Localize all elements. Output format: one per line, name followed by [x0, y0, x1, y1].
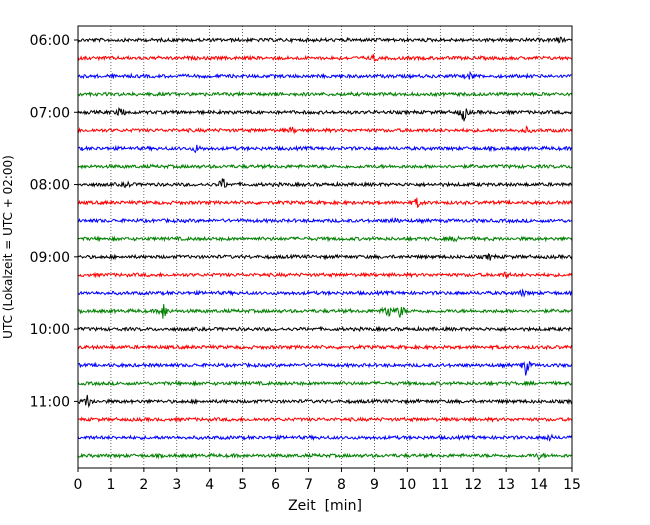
x-tick-label: 14 [530, 477, 548, 493]
trace-1115 [77, 416, 573, 424]
x-tick-label: 3 [172, 477, 181, 493]
x-axis: 0 1 2 3 4 5 6 7 8 9 10 11 12 13 14 15 [74, 468, 581, 493]
plot-frame [77, 25, 573, 469]
trace-0900 [77, 252, 573, 261]
trace-0915 [77, 271, 573, 279]
trace-0715 [77, 125, 573, 135]
trace-1030 [77, 360, 573, 376]
x-tick-label: 7 [304, 477, 313, 493]
trace-layer [77, 36, 573, 461]
trace-0600 [77, 36, 573, 44]
trace-0830 [77, 217, 573, 225]
trace-0630 [77, 70, 573, 80]
trace-0730 [77, 144, 573, 154]
x-tick-label: 9 [370, 477, 379, 493]
trace-0645 [77, 90, 573, 98]
trace-0945 [77, 304, 573, 319]
x-tick-label: 2 [139, 477, 148, 493]
y-tick-label: 08:00 [30, 178, 70, 194]
x-tick-label: 6 [271, 477, 280, 493]
trace-0845 [77, 235, 573, 243]
x-axis-label: Zeit [min] [288, 498, 362, 514]
trace-0800 [77, 178, 573, 189]
x-tick-label: 12 [464, 477, 482, 493]
y-tick-label: 09:00 [30, 250, 70, 266]
x-tick-label: 1 [106, 477, 115, 493]
trace-1130 [77, 433, 573, 442]
trace-1015 [77, 343, 573, 351]
y-axis: 06:00 07:00 08:00 09:00 10:00 11:00 [30, 33, 78, 410]
x-tick-label: 10 [398, 477, 416, 493]
trace-0615 [77, 54, 573, 62]
trace-0745 [77, 163, 573, 170]
x-tick-label: 11 [431, 477, 449, 493]
trace-0700 [77, 106, 573, 122]
trace-0930 [77, 288, 573, 298]
x-tick-label: 5 [238, 477, 247, 493]
x-tick-label: 4 [205, 477, 214, 493]
x-tick-label: 15 [563, 477, 581, 493]
x-tick-label: 13 [497, 477, 515, 493]
trace-1045 [77, 379, 573, 387]
x-tick-label: 0 [74, 477, 83, 493]
y-tick-label: 07:00 [30, 105, 70, 121]
y-tick-label: 06:00 [30, 33, 70, 49]
y-axis-label: UTC (Lokalzeit = UTC + 02:00) [1, 155, 15, 339]
x-tick-label: 8 [337, 477, 346, 493]
y-tick-label: 10:00 [30, 322, 70, 338]
trace-0815 [77, 197, 573, 209]
trace-1145 [77, 452, 573, 461]
trace-1100 [77, 394, 573, 409]
trace-1000 [77, 325, 573, 333]
y-tick-label: 11:00 [30, 394, 70, 410]
